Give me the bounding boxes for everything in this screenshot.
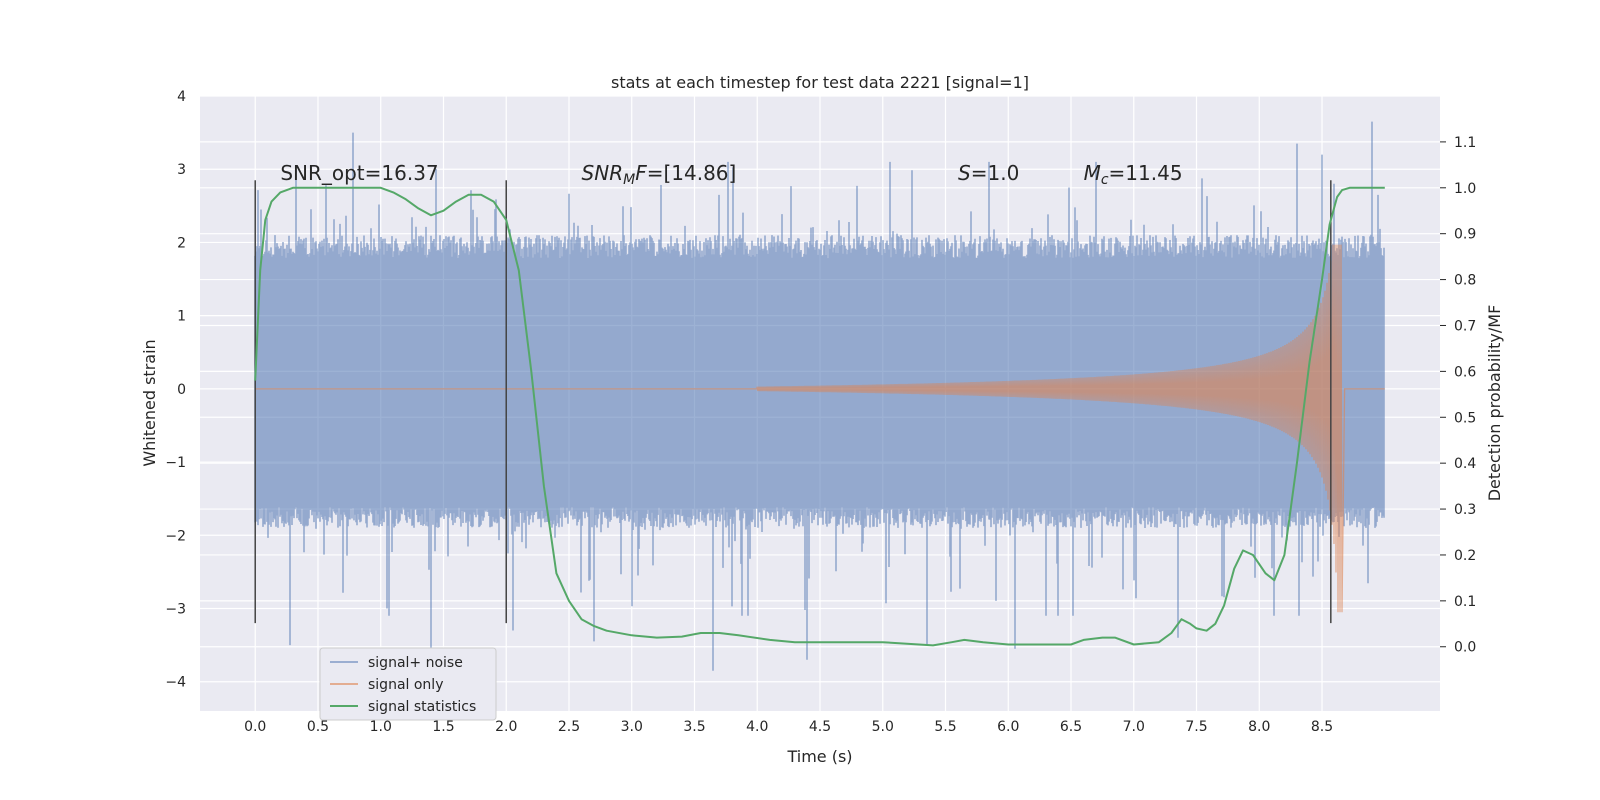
y2-tick-label-3: 0.3	[1454, 502, 1476, 518]
y-tick-label-7: 3	[177, 162, 186, 178]
series-signal-only	[255, 244, 1385, 613]
x-tick-label-5: 2.5	[558, 719, 580, 735]
y2-axis-label: Detection probability/MF	[1485, 305, 1504, 502]
annotation-0: SNR_opt=16.37	[280, 161, 438, 185]
x-tick-label-3: 1.5	[432, 719, 454, 735]
chart-title: stats at each timestep for test data 222…	[611, 73, 1029, 92]
x-tick-label-14: 7.0	[1123, 719, 1145, 735]
x-axis-label: Time (s)	[786, 747, 852, 766]
x-tick-label-9: 4.5	[809, 719, 831, 735]
y-tick-label-6: 2	[177, 235, 186, 251]
x-tick-label-4: 2.0	[495, 719, 517, 735]
y-tick-label-3: −1	[165, 455, 186, 471]
series-signal-statistics	[254, 186, 1385, 647]
x-tick-label-13: 6.5	[1060, 719, 1082, 735]
annotation-3: Mc=11.45	[1084, 161, 1183, 188]
y2-tick-label-6: 0.6	[1454, 364, 1476, 380]
legend: signal+ noise signal only signal statist…	[319, 647, 497, 721]
y2-tick-label-2: 0.2	[1454, 548, 1476, 564]
x-tick-label-2: 1.0	[370, 719, 392, 735]
y2-tick-label-7: 0.7	[1454, 318, 1476, 334]
y2-tick-label-1: 0.1	[1454, 594, 1476, 610]
x-tick-label-6: 3.0	[621, 719, 643, 735]
ticks: 0.0 0.5 1.0 1.5 2.0 2.5 3.0 3.5 4.0 4.5 5.0 5.5 6.0 6…	[165, 89, 1476, 735]
y2-tick-label-8: 0.8	[1454, 273, 1476, 289]
signal-only-trace	[255, 244, 1385, 613]
y2-tick-label-11: 1.1	[1454, 135, 1476, 151]
x-tick-label-17: 8.5	[1311, 719, 1333, 735]
y2-tick-label-5: 0.5	[1454, 410, 1476, 426]
x-tick-label-12: 6.0	[997, 719, 1019, 735]
legend-label-signal-statistics: signal statistics	[368, 699, 476, 715]
legend-label-signal-only: signal only	[368, 677, 443, 693]
y-axis-label: Whitened strain	[140, 339, 159, 466]
annotation-1: SNRMF=[14.86]	[582, 161, 737, 188]
legend-label-signal-noise: signal+ noise	[368, 655, 463, 671]
x-tick-label-8: 4.0	[746, 719, 768, 735]
y2-tick-label-4: 0.4	[1454, 456, 1476, 472]
y-tick-label-0: −4	[165, 675, 186, 691]
y2-tick-label-9: 0.9	[1454, 227, 1476, 243]
x-tick-label-0: 0.0	[244, 719, 266, 735]
x-tick-label-7: 3.5	[683, 719, 705, 735]
y2-tick-label-0: 0.0	[1454, 640, 1476, 656]
x-tick-label-10: 5.0	[872, 719, 894, 735]
y-tick-label-1: −3	[165, 602, 186, 618]
x-tick-label-1: 0.5	[307, 719, 329, 735]
y-tick-label-8: 4	[177, 89, 186, 105]
vertical-markers	[254, 180, 1332, 624]
y-tick-label-4: 0	[177, 382, 186, 398]
y-tick-label-2: −2	[165, 528, 186, 544]
legend-box	[319, 647, 497, 721]
x-tick-label-16: 8.0	[1248, 719, 1270, 735]
signal-statistics-line	[254, 186, 1385, 647]
y2-tick-label-10: 1.0	[1454, 181, 1476, 197]
annotations: SNR_opt=16.37 SNRMF=[14.86] S=1.0 Mc=11.45	[280, 161, 1182, 188]
annotation-2: S=1.0	[958, 161, 1019, 185]
x-tick-label-15: 7.5	[1185, 719, 1207, 735]
y-tick-label-5: 1	[177, 309, 186, 325]
x-tick-label-11: 5.5	[934, 719, 956, 735]
